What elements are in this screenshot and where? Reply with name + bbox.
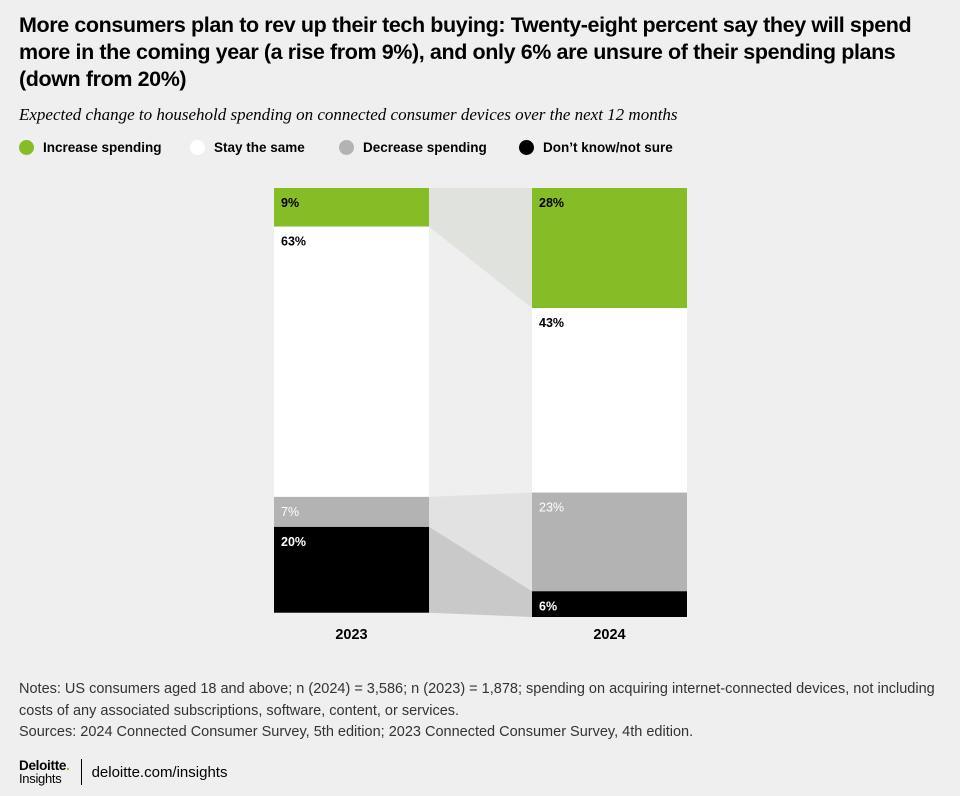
legend-label-increase: Increase spending — [43, 140, 162, 155]
logo-dot: . — [66, 758, 70, 773]
logo-subtitle: Insights — [19, 771, 62, 786]
bar-2023-decrease-spending — [274, 496, 429, 527]
data-label-2023-decrease-spending: 7% — [281, 505, 299, 519]
legend-label-same: Stay the same — [214, 140, 305, 155]
legend-swatch-decrease — [339, 140, 354, 155]
data-label-2024-don-t-know-not-sure: 6% — [539, 599, 557, 613]
legend-swatch-dont-know — [519, 140, 534, 155]
bar-2023-stay-the-same — [274, 226, 429, 497]
footer: Deloitte. Insights deloitte.com/insights — [19, 757, 227, 787]
data-label-2024-decrease-spending: 23% — [539, 501, 564, 515]
footer-url-link[interactable]: deloitte.com/insights — [91, 763, 228, 781]
legend-item-same: Stay the same — [190, 140, 305, 155]
data-label-2024-stay-the-same: 43% — [539, 316, 564, 330]
legend-label-decrease: Decrease spending — [363, 140, 487, 155]
connector-don-t-know-not-sure — [429, 526, 532, 617]
bar-2023-increase-spending — [274, 188, 429, 227]
data-label-2023-increase-spending: 9% — [281, 196, 299, 210]
legend-item-dont-know: Don’t know/not sure — [519, 140, 673, 155]
data-label-2024-increase-spending: 28% — [539, 196, 564, 210]
bar-2024-stay-the-same — [532, 308, 687, 493]
legend-swatch-increase — [19, 140, 34, 155]
bar-2024-decrease-spending — [532, 492, 687, 592]
bar-2024-increase-spending — [532, 188, 687, 309]
notes-text: Notes: US consumers aged 18 and above; n… — [19, 681, 935, 719]
data-label-2023-stay-the-same: 63% — [281, 235, 306, 249]
x-tick-label-2024: 2024 — [593, 627, 625, 643]
data-label-2023-don-t-know-not-sure: 20% — [281, 535, 306, 549]
chart-title: More consumers plan to rev up their tech… — [19, 13, 912, 91]
legend-swatch-same — [190, 140, 205, 155]
notes-block: Notes: US consumers aged 18 and above; n… — [19, 679, 944, 744]
legend-item-increase: Increase spending — [19, 140, 162, 155]
stacked-bar-chart: 9% 63% 7% 20% 2023 28% 43% 23% 6% 2024 — [274, 188, 687, 643]
bar-2024-don-t-know-not-sure — [532, 591, 687, 617]
deloitte-insights-logo: Deloitte. Insights — [19, 759, 70, 785]
legend-label-dont-know: Don’t know/not sure — [543, 140, 673, 155]
sources-text: Sources: 2024 Connected Consumer Survey,… — [19, 724, 694, 740]
bar-2023-don-t-know-not-sure — [274, 526, 429, 613]
connector-increase-spending — [429, 188, 532, 309]
chart-subtitle: Expected change to household spending on… — [19, 105, 678, 124]
logo-wordmark: Deloitte — [19, 758, 67, 773]
footer-divider — [80, 759, 82, 785]
connector-decrease-spending — [429, 492, 532, 592]
legend-item-decrease: Decrease spending — [339, 140, 487, 155]
x-tick-label-2023: 2023 — [335, 627, 367, 643]
